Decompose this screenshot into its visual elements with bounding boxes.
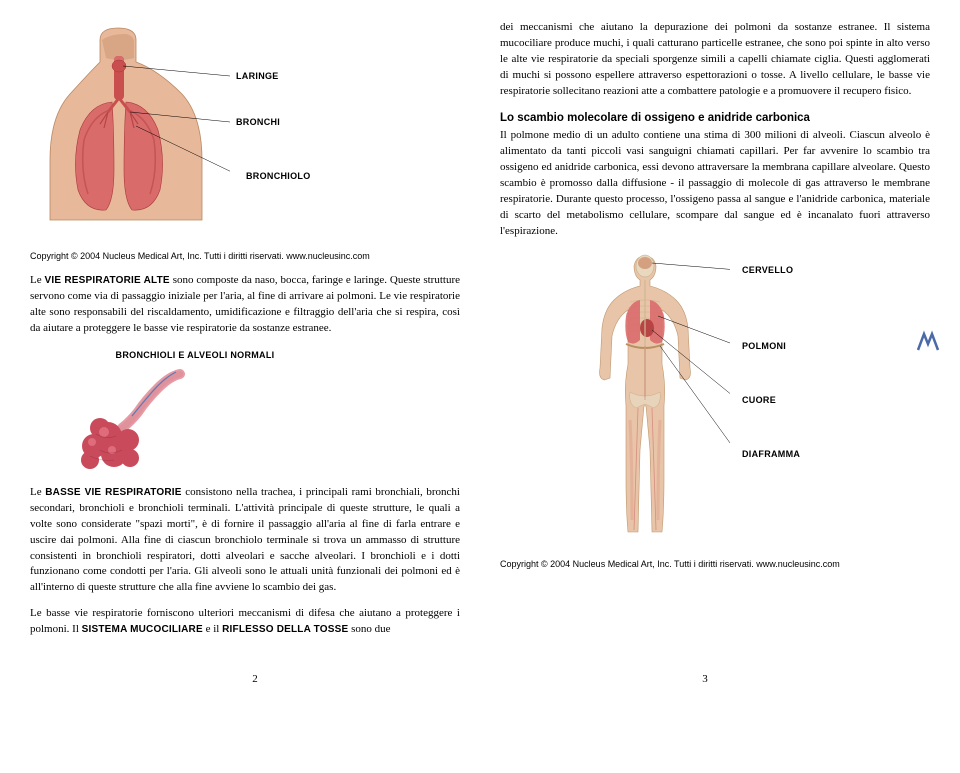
label-cervello: CERVELLO [742, 264, 793, 277]
right-paragraph-2: Il polmone medio di un adulto contiene u… [500, 128, 930, 240]
full-body-illustration [560, 250, 730, 540]
torso-anatomy-figure: LARINGE BRONCHI BRONCHIOLO [30, 20, 460, 240]
alveoli-title: BRONCHIOLI E ALVEOLI NORMALI [0, 349, 460, 362]
alveoli-figure: BRONCHIOLI E ALVEOLI NORMALI [30, 349, 460, 469]
term-mucociliare: SISTEMA MUCOCILIARE [82, 624, 203, 635]
full-body-figure: CERVELLO POLMONI CUORE DIAFRAMMA [500, 250, 930, 540]
page-number-left: 2 [30, 672, 480, 688]
term-basse-vie: BASSE VIE RESPIRATORIE [45, 487, 181, 498]
term-tosse: RIFLESSO DELLA TOSSE [222, 624, 348, 635]
page-numbers: 2 3 [30, 672, 930, 688]
page-number-right: 3 [480, 672, 930, 688]
label-polmoni: POLMONI [742, 340, 786, 353]
left-paragraph-2: Le BASSE VIE RESPIRATORIE consistono nel… [30, 485, 460, 597]
right-copyright: Copyright © 2004 Nucleus Medical Art, In… [500, 558, 930, 571]
left-copyright: Copyright © 2004 Nucleus Medical Art, In… [30, 250, 460, 263]
alveoli-illustration [50, 366, 230, 476]
p2-pre: Le [30, 486, 45, 498]
left-paragraph-3: Le basse vie respiratorie forniscono ult… [30, 606, 460, 638]
label-diaframma: DIAFRAMMA [742, 448, 800, 461]
label-laringe: LARINGE [236, 70, 279, 83]
label-cuore: CUORE [742, 394, 776, 407]
p3-mid: e il [203, 623, 222, 635]
p3-post: sono due [348, 623, 390, 635]
publisher-logo-icon [916, 330, 940, 354]
p1-pre: Le [30, 274, 45, 286]
right-section-heading: Lo scambio molecolare di ossigeno e anid… [500, 110, 930, 127]
term-vie-alte: VIE RESPIRATORIE ALTE [45, 275, 170, 286]
label-bronchiolo: BRONCHIOLO [246, 170, 311, 183]
right-paragraph-1: dei meccanismi che aiutano la depurazion… [500, 20, 930, 100]
p2-post: consistono nella trachea, i principali r… [30, 486, 460, 594]
left-paragraph-1: Le VIE RESPIRATORIE ALTE sono composte d… [30, 273, 460, 337]
torso-illustration [30, 20, 230, 240]
label-bronchi: BRONCHI [236, 116, 280, 129]
